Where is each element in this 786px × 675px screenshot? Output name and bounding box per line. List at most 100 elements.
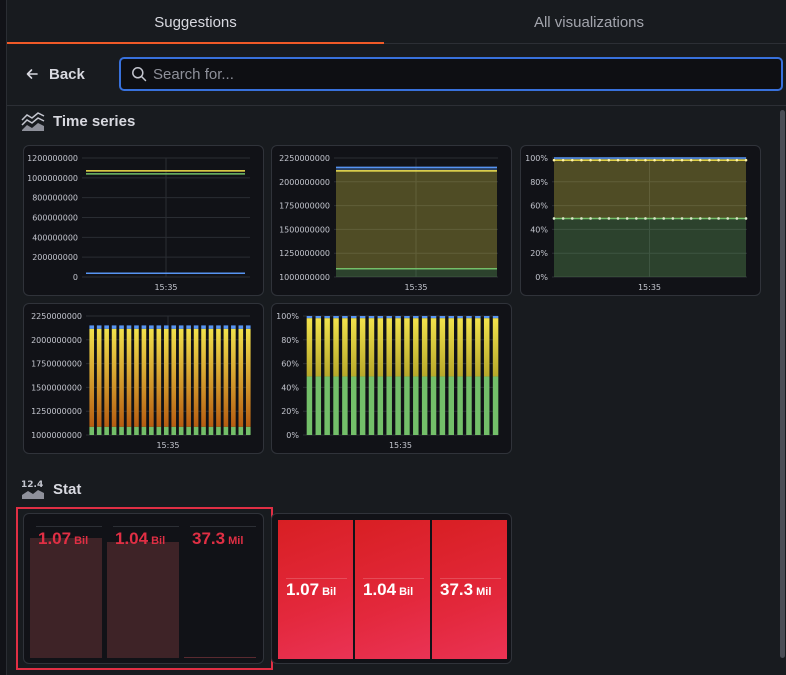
y-tick-label: 400000000	[32, 233, 78, 242]
bar-segment-yellow	[421, 318, 428, 377]
stat-fill-bar	[184, 656, 256, 658]
search-input[interactable]	[153, 61, 781, 87]
x-tick-label: 15:35	[638, 283, 661, 292]
bar-segment-green	[141, 426, 147, 435]
tab-all-visualizations[interactable]: All visualizations	[391, 0, 786, 44]
y-tick-label: 1500000000	[31, 383, 82, 392]
suggestion-card-time-series-percent[interactable]: 100% 80% 60% 40% 20% 0% 15:35	[520, 145, 761, 296]
suggestion-card-bars-percent[interactable]: 100% 80% 60% 40% 20% 0% 15:35	[271, 303, 512, 454]
stat-unit: Mil	[476, 586, 492, 598]
suggestion-card-stat-red[interactable]: 1.07 Bil 1.04 Bil 37.3 Mil	[271, 513, 512, 664]
bar-segment-green	[351, 376, 357, 435]
suggestion-card-time-series-lines[interactable]: 1200000000 1000000000 800000000 600000000 40…	[23, 145, 264, 296]
bar-segment-yellow	[201, 328, 206, 427]
y-tick-label: 200000000	[32, 253, 78, 262]
bar-segment-blue	[119, 325, 124, 329]
search-box	[119, 57, 783, 91]
bar-segment-blue	[156, 325, 162, 329]
y-tick-label: 800000000	[32, 194, 78, 203]
bar-segment-yellow	[475, 318, 481, 377]
bar-segment-blue	[404, 316, 410, 319]
stat-icon-text: 12.4	[21, 480, 43, 490]
bar-segment-blue	[395, 316, 401, 319]
stat-unit: Bil	[74, 535, 89, 547]
bar-segment-green	[439, 376, 446, 435]
bar-segment-green	[216, 426, 221, 435]
y-tick-label: 40%	[530, 225, 548, 234]
bar-segment-yellow	[324, 318, 330, 377]
bar-segment-green	[475, 376, 481, 435]
data-point	[689, 217, 693, 220]
bar-segment-blue	[141, 325, 147, 329]
bar-segment-blue	[89, 325, 95, 329]
bar-segment-green	[448, 376, 454, 435]
bar-segment-blue	[466, 316, 472, 319]
bar-segment-yellow	[306, 318, 313, 377]
data-point	[616, 217, 620, 220]
bar-segment-green	[171, 426, 177, 435]
suggestion-card-bars-stacked[interactable]: 2250000000 2000000000 1750000000 1500000000…	[23, 303, 264, 454]
y-tick-label: 1000000000	[27, 174, 78, 183]
area-series-blue	[554, 158, 746, 161]
suggestion-card-time-series-stacked[interactable]: 2250000000 2000000000 1750000000 1500000000…	[271, 145, 512, 296]
area-series-green	[554, 218, 746, 277]
data-point	[689, 158, 693, 162]
bar-segment-blue	[439, 316, 446, 319]
bar-segment-green	[306, 376, 313, 435]
bar-segment-green	[119, 426, 124, 435]
bar-segment-blue	[216, 325, 221, 329]
data-point	[616, 158, 620, 162]
bar-segment-yellow	[386, 318, 392, 377]
stat-value-cell: 1.07 Bil	[30, 520, 102, 658]
data-point	[662, 158, 666, 162]
data-point	[680, 217, 684, 220]
bar-segment-blue	[245, 325, 251, 329]
bar-segment-yellow	[439, 318, 446, 377]
data-point	[708, 217, 711, 220]
bar-segment-blue	[413, 316, 419, 319]
bar-segment-blue	[201, 325, 206, 329]
bar-segment-yellow	[193, 328, 199, 427]
data-point	[625, 158, 629, 162]
bar-segment-blue	[231, 325, 236, 329]
bar-segment-green	[377, 376, 384, 435]
stat-unit: Bil	[151, 535, 166, 547]
chart-stacked-area: 2250000000 2000000000 1750000000 1500000000…	[279, 154, 498, 292]
stat-value-label: 1.07 Bil	[286, 580, 336, 600]
data-point	[580, 217, 583, 220]
vertical-scrollbar[interactable]	[780, 110, 785, 658]
bar-segment-blue	[386, 316, 392, 319]
stat-fill-bar	[107, 541, 179, 658]
bar-segment-yellow	[377, 318, 384, 377]
suggestion-card-stat-dark[interactable]: 1.07 Bil 1.04 Bil 37.3 Mil	[23, 513, 264, 664]
y-tick-label: 2250000000	[31, 312, 82, 321]
data-point	[735, 158, 739, 162]
y-tick-label: 2000000000	[279, 178, 330, 187]
bar-segment-yellow	[404, 318, 410, 377]
data-point	[726, 158, 730, 162]
bar-segment-blue	[163, 325, 169, 329]
data-point	[570, 217, 574, 220]
data-point	[561, 158, 565, 162]
data-point	[735, 217, 739, 220]
bar-segment-green	[359, 376, 366, 435]
bar-segment-blue	[430, 316, 437, 319]
bar-segment-yellow	[96, 328, 102, 427]
stat-unit: Bil	[322, 586, 337, 598]
bar-segment-green	[193, 426, 199, 435]
y-tick-label: 1750000000	[279, 202, 330, 211]
data-point	[680, 158, 684, 162]
bar-segment-yellow	[231, 328, 236, 427]
bar-segment-blue	[324, 316, 330, 319]
tab-suggestions[interactable]: Suggestions	[7, 0, 384, 44]
back-button[interactable]: Back	[25, 62, 85, 86]
data-point	[671, 158, 675, 162]
bar-segment-blue	[104, 325, 109, 329]
stat-value-cell: 37.3 Mil	[184, 520, 256, 658]
stat-value-cell: 1.07 Bil	[278, 520, 353, 659]
bar-segment-yellow	[315, 318, 322, 377]
bar-segment-blue	[368, 316, 375, 319]
data-point	[589, 158, 592, 162]
bar-segment-yellow	[104, 328, 109, 427]
tab-suggestions-label: Suggestions	[154, 13, 237, 31]
